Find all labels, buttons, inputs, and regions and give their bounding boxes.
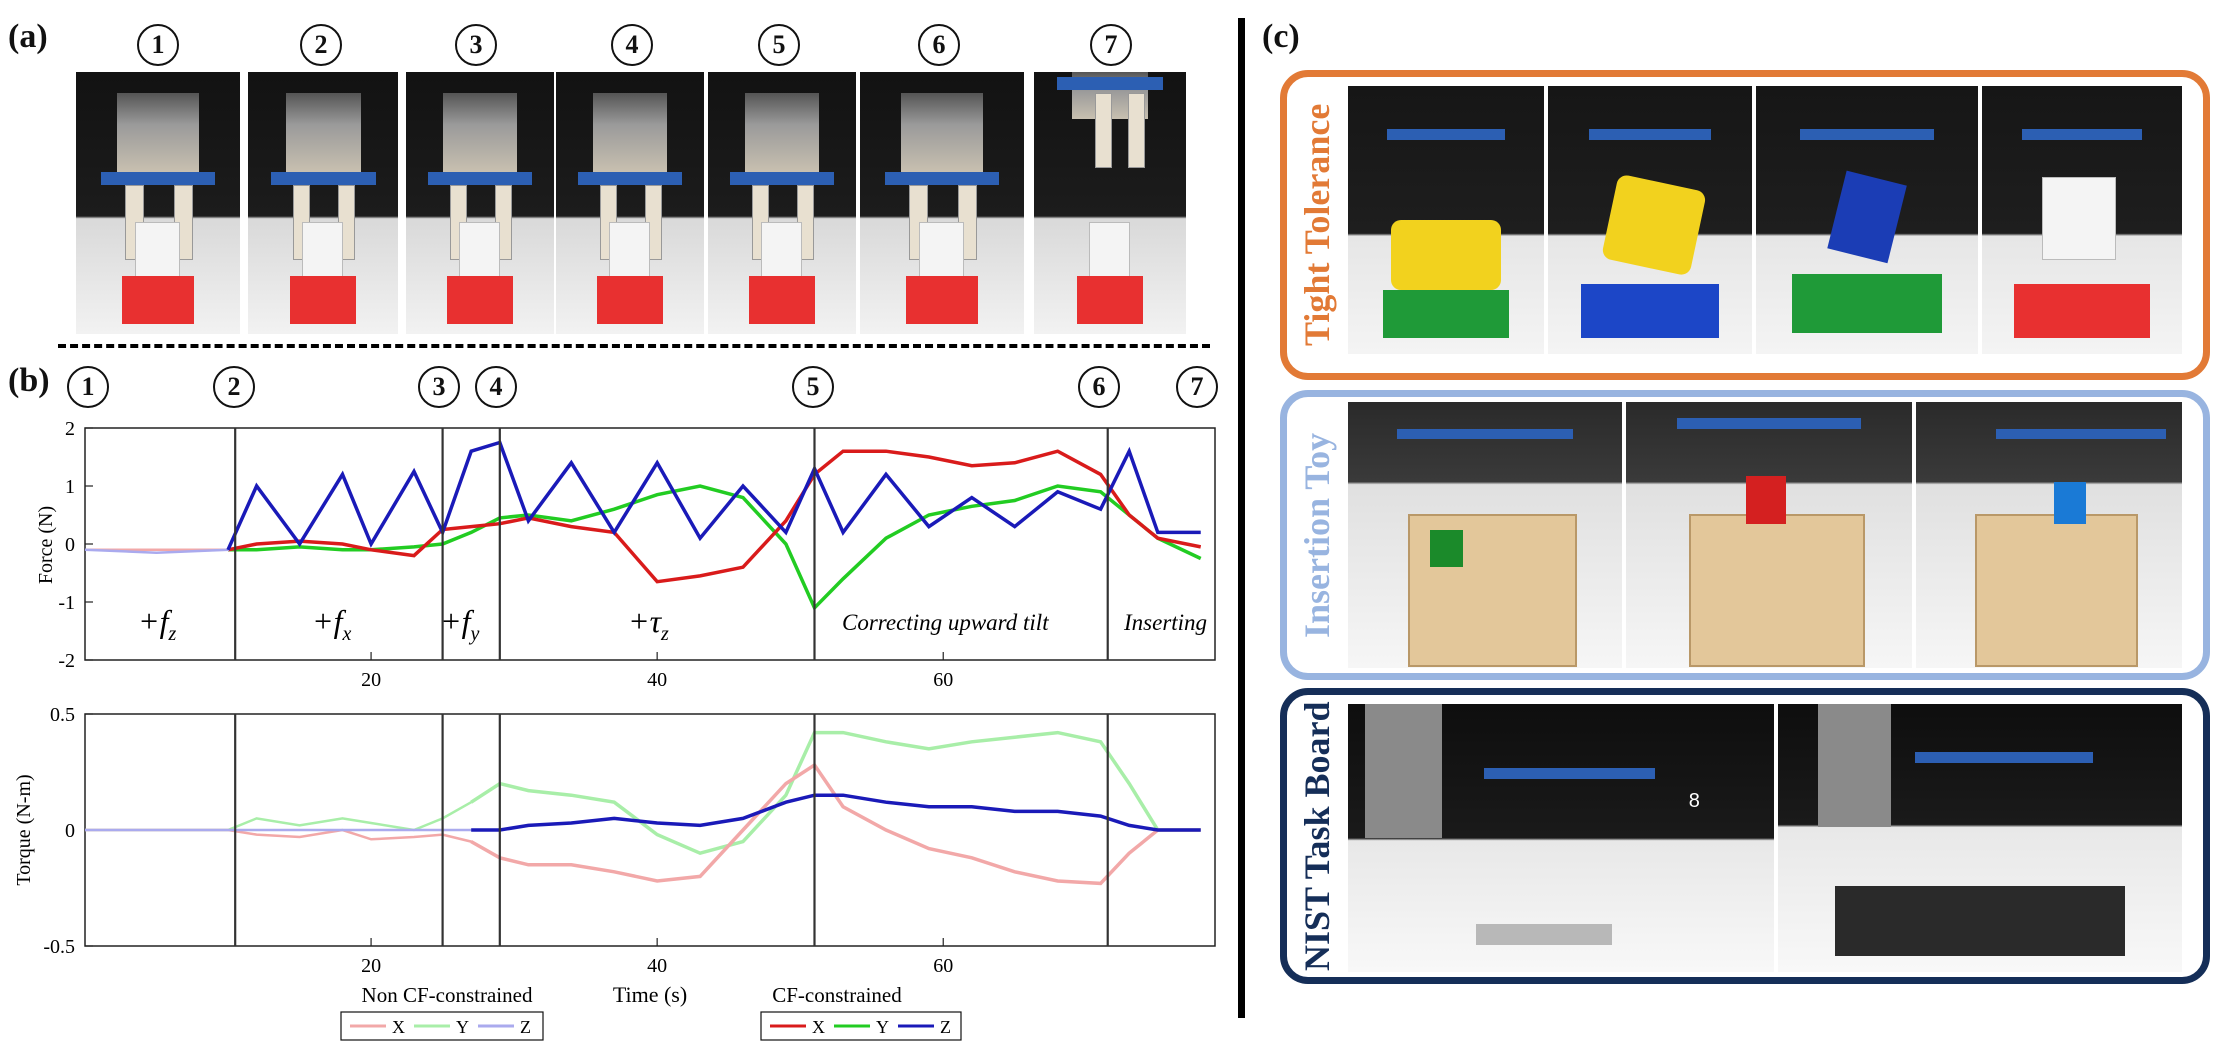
plot-step-circle-1: 1 bbox=[67, 366, 109, 408]
step-circle-6: 6 bbox=[918, 24, 960, 66]
force-torque-plots: Force (N) 2 1 0 -1 -2 20 40 60 +fz +fx +fy +τz… bbox=[13, 418, 1216, 1041]
torque-series bbox=[85, 730, 1201, 886]
panel-label-b: (b) bbox=[8, 362, 50, 399]
x-tick-label: 40 bbox=[647, 955, 667, 977]
force-plot: Force (N) 2 1 0 -1 -2 20 40 60 +fz +fx +fy +τz… bbox=[35, 418, 1216, 691]
nist-task-board-box bbox=[1280, 688, 2210, 984]
step-photo-5 bbox=[708, 72, 856, 334]
force-series bbox=[84, 440, 1202, 611]
plot-step-circle-2: 2 bbox=[213, 366, 255, 408]
step-circle-1: 1 bbox=[137, 24, 179, 66]
step-photo-4 bbox=[556, 72, 704, 334]
y-tick-label: 0 bbox=[65, 534, 75, 556]
section-dashed-divider bbox=[58, 344, 1210, 348]
series-line-cf-y bbox=[228, 484, 1202, 611]
plot-step-circle-3: 3 bbox=[418, 366, 460, 408]
legend-cf-title: CF-constrained bbox=[772, 983, 902, 1007]
plot-step-circle-5: 5 bbox=[792, 366, 834, 408]
nist-task-board-photo-1: 8 bbox=[1348, 704, 1774, 972]
step-circle-3: 3 bbox=[455, 24, 497, 66]
y-tick-label: 1 bbox=[65, 476, 75, 498]
tight-tolerance-box bbox=[1280, 70, 2210, 380]
y-tick-label: 0.5 bbox=[50, 704, 75, 726]
torque-yticks: 0.5 0 -0.5 bbox=[43, 704, 93, 958]
y-tick-label: -1 bbox=[58, 592, 75, 614]
tight-tolerance-photo-1 bbox=[1348, 86, 1544, 354]
series-line-cf-x bbox=[470, 762, 1201, 886]
x-tick-label: 60 bbox=[933, 955, 953, 977]
force-phase-boundaries bbox=[234, 428, 1109, 660]
series-line-non-cf-y bbox=[85, 484, 1202, 610]
legend-non-cf-title: Non CF-constrained bbox=[362, 983, 533, 1007]
nist-overlay-number: 8 bbox=[1688, 789, 1700, 812]
step-photo-7 bbox=[1034, 72, 1186, 334]
legend-cf-y-label: Y bbox=[876, 1017, 889, 1037]
tight-tolerance-photo-4 bbox=[1982, 86, 2182, 354]
legend-cf-z-label: Z bbox=[940, 1017, 951, 1037]
legend-non-cf-z-label: Z bbox=[520, 1017, 531, 1037]
torque-xlabel: Time (s) bbox=[613, 982, 687, 1007]
tight-tolerance-photo-3 bbox=[1756, 86, 1978, 354]
legend-cf: CF-constrained X Y Z bbox=[760, 983, 962, 1041]
series-line-cf-z bbox=[471, 793, 1201, 832]
insertion-toy-photo-2 bbox=[1626, 402, 1912, 668]
legend-non-cf: Non CF-constrained X Y Z bbox=[340, 983, 544, 1041]
vertical-panel-divider bbox=[1238, 18, 1245, 1018]
phase-label-correcting: Correcting upward tilt bbox=[842, 610, 1049, 635]
legend-non-cf-x-label: X bbox=[392, 1017, 405, 1037]
torque-xticks: 20 40 60 bbox=[361, 938, 953, 977]
x-tick-label: 60 bbox=[933, 669, 953, 691]
y-tick-label: 0 bbox=[65, 820, 75, 842]
series-line-non-cf-x bbox=[85, 449, 1201, 584]
y-tick-label: -2 bbox=[58, 650, 75, 672]
phase-label-fz: +fz bbox=[138, 603, 176, 645]
force-xticks: 20 40 60 bbox=[361, 652, 953, 691]
nist-task-board-photo-2 bbox=[1778, 704, 2182, 972]
panel-label-c: (c) bbox=[1262, 18, 1300, 55]
torque-ylabel: Torque (N-m) bbox=[13, 774, 35, 885]
step-circle-5: 5 bbox=[758, 24, 800, 66]
insertion-toy-photo-3 bbox=[1916, 402, 2182, 668]
step-photo-2 bbox=[248, 72, 398, 334]
plot-step-circle-6: 6 bbox=[1078, 366, 1120, 408]
step-circle-4: 4 bbox=[611, 24, 653, 66]
nist-task-board-title: NIST Task Board bbox=[1297, 701, 1337, 971]
x-tick-label: 20 bbox=[361, 669, 381, 691]
x-tick-label: 40 bbox=[647, 669, 667, 691]
step-photo-3 bbox=[406, 72, 554, 334]
torque-plot: Torque (N-m) 0.5 0 -0.5 20 40 60 Time (s) bbox=[13, 704, 1216, 1007]
force-yticks: 2 1 0 -1 -2 bbox=[58, 418, 93, 672]
panel-label-a: (a) bbox=[8, 18, 48, 55]
step-photo-1 bbox=[76, 72, 240, 334]
x-tick-label: 20 bbox=[361, 955, 381, 977]
y-tick-label: 2 bbox=[65, 418, 75, 440]
legend-cf-x-label: X bbox=[812, 1017, 825, 1037]
insertion-toy-photo-1 bbox=[1348, 402, 1622, 668]
tight-tolerance-photo-2 bbox=[1548, 86, 1752, 354]
plot-step-circle-7: 7 bbox=[1176, 366, 1218, 408]
phase-label-tz: +τz bbox=[628, 603, 669, 645]
plot-step-circle-4: 4 bbox=[475, 366, 517, 408]
y-tick-label: -0.5 bbox=[43, 936, 75, 958]
phase-label-fy: +fy bbox=[440, 603, 479, 645]
tight-tolerance-title: Tight Tolerance bbox=[1297, 103, 1337, 347]
force-ylabel: Force (N) bbox=[35, 506, 57, 584]
step-circle-7: 7 bbox=[1090, 24, 1132, 66]
insertion-toy-box bbox=[1280, 390, 2210, 680]
series-line-cf-z bbox=[226, 440, 1201, 551]
phase-label-inserting: Inserting bbox=[1123, 610, 1207, 635]
step-photo-6 bbox=[860, 72, 1024, 334]
torque-phase-boundaries bbox=[234, 714, 1109, 946]
legend-non-cf-y-label: Y bbox=[456, 1017, 469, 1037]
series-line-cf-y bbox=[470, 730, 1201, 856]
series-line-cf-x bbox=[227, 449, 1202, 584]
phase-label-fx: +fx bbox=[312, 603, 351, 645]
insertion-toy-title: Insertion Toy bbox=[1297, 432, 1337, 638]
step-circle-2: 2 bbox=[300, 24, 342, 66]
